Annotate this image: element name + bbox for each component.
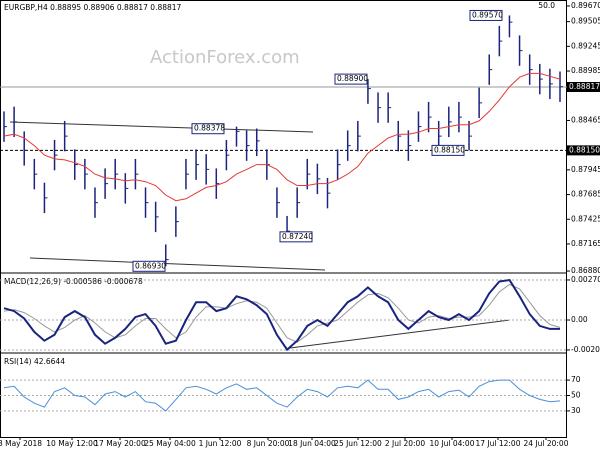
annotation-label: 0.88378 (194, 124, 225, 133)
price-level-label: 0.88150 (569, 145, 600, 154)
y-tick-label: -0.002023 (571, 345, 600, 354)
moving-average (3, 72, 561, 202)
x-tick-label: 25 May 04:00 (144, 439, 196, 448)
annotation-label: 0.87240 (282, 232, 313, 241)
annotation-label: 0.86930 (135, 261, 166, 270)
price-level-box (567, 145, 600, 156)
annotation-box (191, 123, 225, 135)
rsi-line (3, 379, 561, 412)
y-tick-label: 0.86880 (571, 266, 600, 275)
price-level-label: 0.88817 (569, 82, 600, 91)
y-tick-label: 0.88985 (571, 66, 600, 75)
annotation-label: 0.88150 (434, 145, 465, 154)
price-level-box (567, 82, 600, 93)
chart-title: EURGBP,H4 0.88895 0.88906 0.88817 0.8881… (4, 3, 182, 12)
macd-title: MACD(12,26,9) -0.000586 -0.000678 (4, 277, 143, 286)
y-tick-label: 0.89670 (571, 1, 600, 10)
x-tick-label: 8 Jun 20:00 (247, 439, 290, 448)
y-tick-label: 0.00 (571, 315, 588, 324)
x-tick-label: 2 Jul 20:00 (385, 439, 425, 448)
y-tick-label: 70 (571, 375, 581, 384)
x-tick-label: 3 May 2018 (0, 439, 42, 448)
annotation-box (469, 9, 503, 21)
x-tick-label: 10 Jul 04:00 (430, 439, 475, 448)
annotation-box (132, 260, 166, 272)
y-tick-label: 0.87945 (571, 165, 600, 174)
annotation-label: 0.88900 (337, 74, 368, 83)
y-tick-label: 0.87165 (571, 239, 600, 248)
annotation-label: 0.89570 (472, 10, 503, 19)
y-tick-label: 0.89505 (571, 17, 600, 26)
y-tick-label: 0.89245 (571, 41, 600, 50)
annotation-box (334, 73, 368, 85)
x-tick-label: 17 May 20:00 (94, 439, 146, 448)
x-tick-label: 18 Jun 04:00 (288, 439, 336, 448)
macd-line (3, 283, 561, 343)
annotation-box (279, 231, 313, 243)
watermark: ActionForex.com (150, 47, 300, 68)
annotation-box (431, 144, 465, 156)
y-tick-label: 0.88465 (571, 115, 600, 124)
x-tick-label: 10 May 12:00 (46, 439, 98, 448)
corner-label: 50.0 (538, 1, 555, 10)
trendline (9, 121, 314, 133)
y-tick-label: 0.002705 (571, 275, 600, 284)
y-tick-label: 50 (571, 391, 581, 400)
trendline (289, 319, 511, 349)
x-tick-label: 25 Jun 12:00 (334, 439, 382, 448)
y-tick-label: 0.87425 (571, 214, 600, 223)
x-tick-label: 1 Jun 12:00 (199, 439, 242, 448)
x-tick-label: 17 Jul 12:00 (476, 439, 521, 448)
rsi-title: RSI(14) 42.6644 (4, 357, 65, 366)
x-tick-label: 24 Jul 20:00 (524, 439, 569, 448)
macd-line (3, 278, 560, 352)
y-tick-label: 30 (571, 406, 581, 415)
frame (0, 0, 567, 438)
trendline (29, 257, 326, 271)
y-tick-label: 0.87685 (571, 190, 600, 199)
